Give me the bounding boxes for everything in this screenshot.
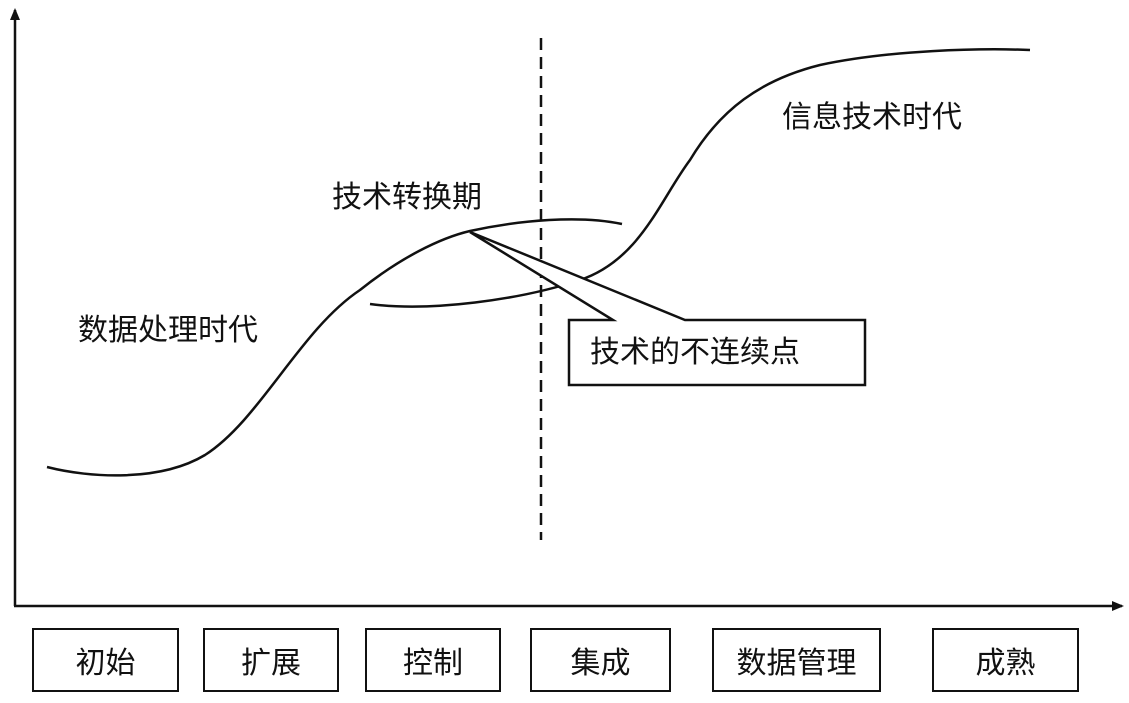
label-discontinuity-point: 技术的不连续点 — [590, 335, 800, 370]
stage-box-expansion: 扩展 — [203, 628, 339, 692]
stage-box-control: 控制 — [365, 628, 501, 692]
curve-data-processing-era — [46, 218, 623, 477]
stage-box-data-management: 数据管理 — [712, 628, 881, 692]
label-information-tech-era: 信息技术时代 — [782, 100, 962, 135]
curve-information-tech-era — [369, 48, 1031, 308]
stage-box-initial: 初始 — [32, 628, 179, 692]
label-data-processing-era: 数据处理时代 — [78, 313, 258, 348]
discontinuity-callout-box — [469, 230, 867, 387]
label-transition-period: 技术转换期 — [332, 180, 482, 215]
stage-box-maturity: 成熟 — [932, 628, 1079, 692]
stage-box-integration: 集成 — [530, 628, 671, 692]
